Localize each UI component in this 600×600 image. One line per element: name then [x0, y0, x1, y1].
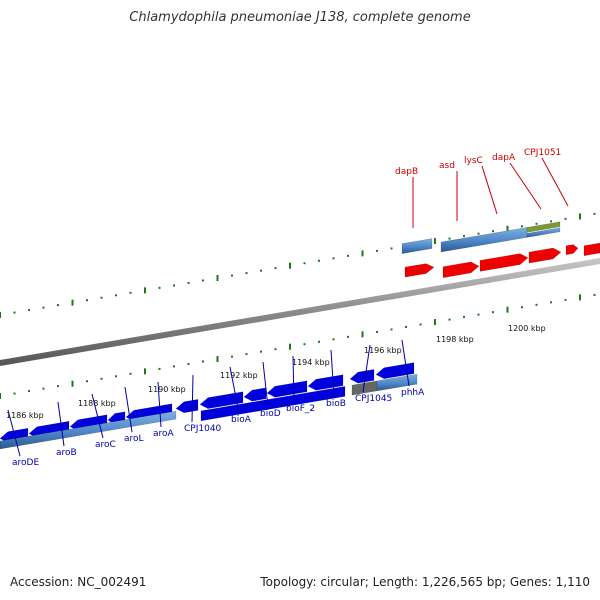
- forward-gene: [442, 261, 480, 278]
- gene-label: lysC: [464, 156, 483, 166]
- leader-line: [262, 361, 269, 408]
- scale-label: 1192 kbp: [220, 371, 258, 380]
- cds-band: [0, 410, 177, 450]
- forward-gene: [479, 253, 529, 272]
- accession-text: Accession: NC_002491: [10, 575, 147, 589]
- gene-label: aroDE: [12, 458, 39, 468]
- leader-line: [229, 366, 240, 414]
- gene-label: bioA: [231, 415, 252, 425]
- gene-label: CPJ1051: [524, 148, 561, 158]
- gene-label: dapB: [395, 167, 418, 177]
- cds-band: [526, 227, 561, 238]
- reverse-gene: [200, 386, 346, 422]
- cds-band: [401, 238, 433, 254]
- forward-gene: [404, 263, 435, 278]
- gene-label: CPJ1040: [184, 424, 222, 434]
- leader-line: [401, 339, 410, 387]
- reverse-gene: [266, 380, 308, 398]
- reverse-gene: [349, 369, 375, 384]
- scale-label: 1186 kbp: [6, 411, 44, 420]
- forward-gene: [528, 247, 562, 264]
- gene-label: phhA: [401, 388, 425, 398]
- gene-label: asd: [439, 161, 455, 171]
- leader-line: [191, 374, 194, 423]
- forward-gene: [565, 244, 579, 256]
- cds-band: [440, 227, 528, 253]
- leader-line: [481, 165, 498, 215]
- leader-line: [7, 409, 21, 457]
- forward-gene: [583, 242, 600, 257]
- scale-label: 1196 kbp: [364, 346, 402, 355]
- gene-label: aroA: [153, 429, 175, 439]
- gene-label: bioF_2: [286, 404, 315, 414]
- reverse-gene: [175, 399, 199, 413]
- leader-line: [124, 386, 133, 433]
- cds-band: [376, 373, 418, 392]
- scale-label: 1198 kbp: [436, 335, 474, 344]
- leader-line: [362, 344, 371, 393]
- reverse-gene: [243, 387, 267, 402]
- leader-line: [541, 157, 569, 207]
- gene-label: aroC: [95, 440, 116, 450]
- leader-line: [157, 381, 162, 428]
- gene-label: dapA: [492, 153, 516, 163]
- leader-line: [330, 349, 335, 398]
- reverse-gene: [307, 374, 344, 391]
- reverse-gene: [375, 362, 415, 379]
- gene-label: bioD: [260, 409, 281, 419]
- gene-label: CPJ1045: [355, 394, 392, 404]
- genome-summary-text: Topology: circular; Length: 1,226,565 bp…: [260, 575, 590, 589]
- scale-label: 1194 kbp: [292, 358, 330, 367]
- gene-label: aroL: [124, 434, 144, 444]
- gene-label: bioB: [326, 399, 346, 409]
- leader-line: [91, 393, 104, 439]
- backbone: [0, 258, 600, 366]
- rna-band: [526, 221, 561, 233]
- leader-line: [57, 401, 65, 447]
- gene-label: aroB: [56, 448, 77, 458]
- scale-label: 1190 kbp: [148, 385, 186, 394]
- leader-line: [509, 162, 542, 210]
- reverse-gene: [199, 391, 244, 409]
- map-title: Chlamydophila pneumoniae J138, complete …: [129, 10, 471, 25]
- scale-label: 1200 kbp: [508, 324, 546, 333]
- leader-line: [292, 355, 295, 403]
- scale-label: 1188 kbp: [78, 399, 116, 408]
